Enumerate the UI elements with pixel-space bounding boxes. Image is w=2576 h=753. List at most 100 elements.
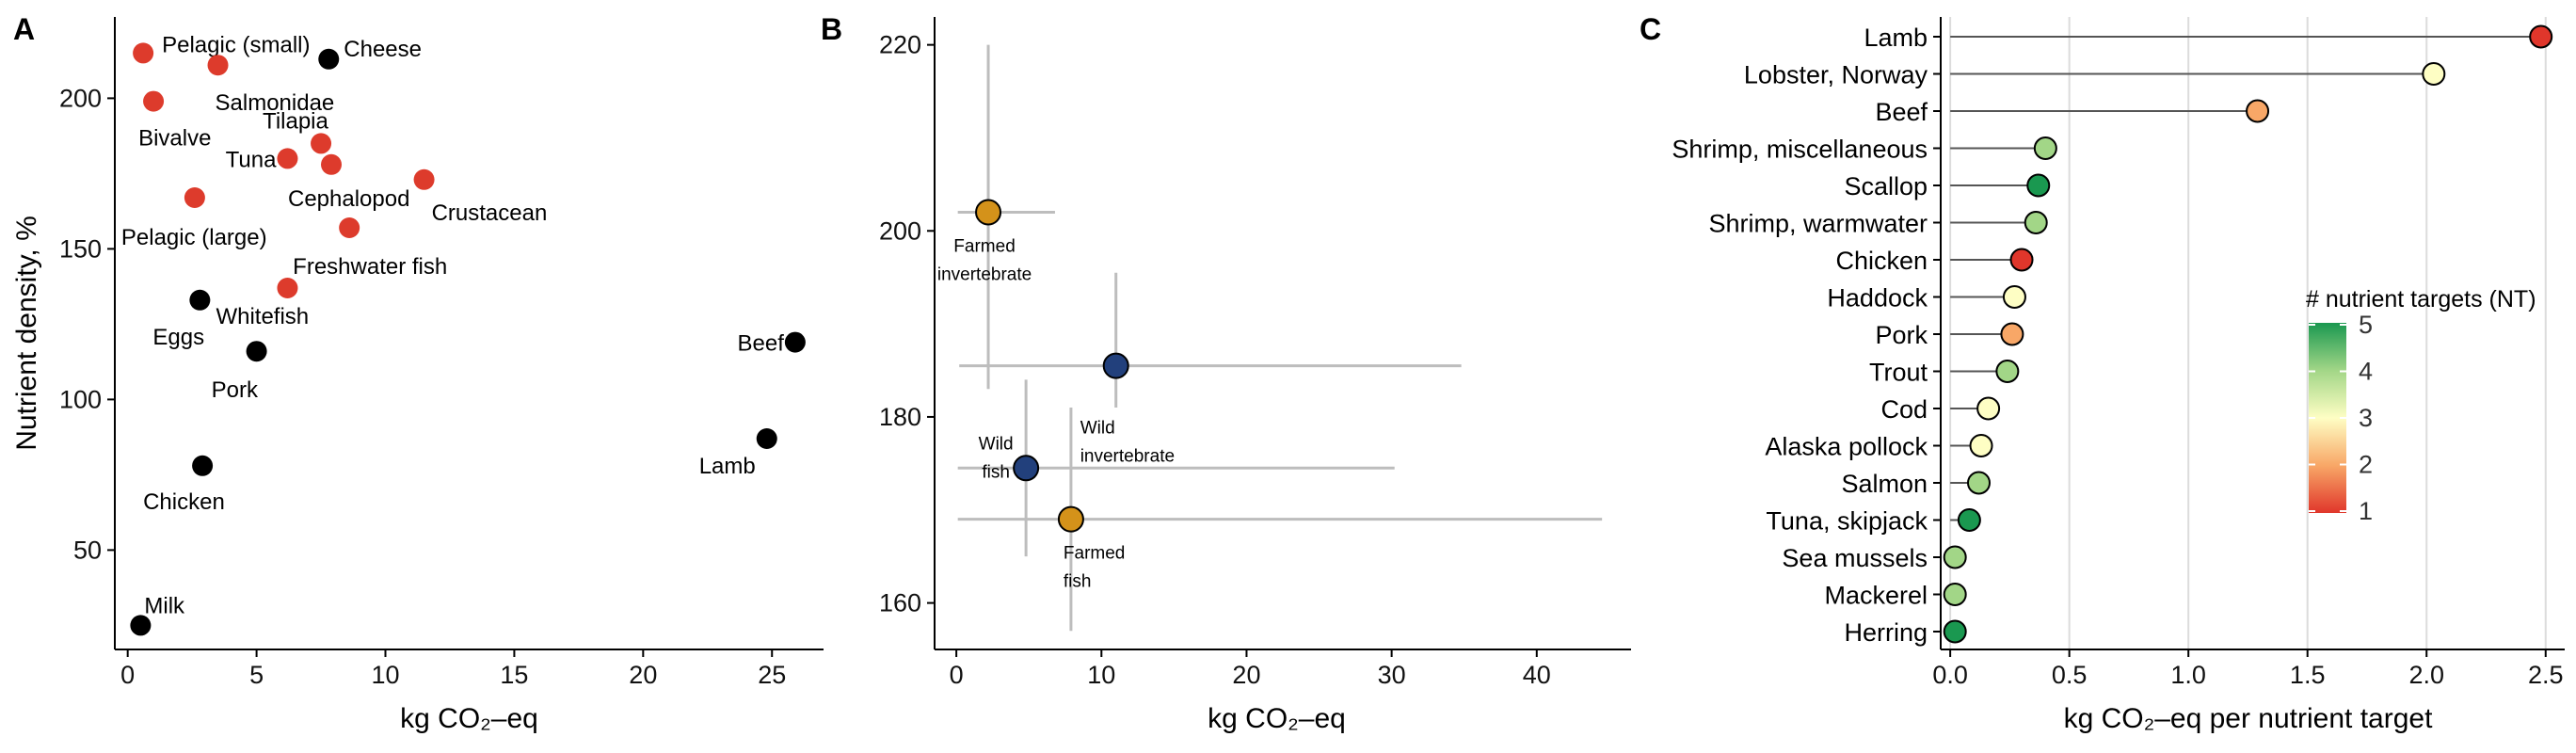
- category-label: Beef: [1875, 98, 1928, 126]
- data-point: [1013, 455, 1040, 482]
- point-label: Freshwater fish: [293, 254, 447, 280]
- lollipop-dot: [1957, 508, 1981, 532]
- point-label: Crustacean: [432, 200, 548, 226]
- data-point: [133, 42, 154, 64]
- legend-title: # nutrient targets (NT): [2306, 286, 2536, 312]
- x-tick-label: 10: [1087, 661, 1115, 689]
- panel-a: A 0 5 10 15 20 25 50 100 150 200 kg CO₂–eq Nutrient …: [11, 12, 824, 734]
- category-label: Scallop: [1844, 172, 1928, 200]
- x-tick-label: 0.5: [2052, 661, 2088, 689]
- x-tick-label: 0.0: [1932, 661, 1968, 689]
- lollipop-dot: [2422, 62, 2446, 86]
- point-label: Milk: [144, 593, 185, 618]
- data-point: [184, 187, 205, 208]
- point-label: Wild: [1080, 419, 1115, 439]
- x-tick-label: 2.5: [2528, 661, 2564, 689]
- category-label: Alaska pollock: [1765, 433, 1928, 461]
- category-label: Mackerel: [1824, 582, 1928, 610]
- point-label: Tilapia: [263, 108, 328, 134]
- lollipop-dot: [2009, 248, 2034, 272]
- legend-tick-label: 2: [2359, 451, 2373, 479]
- x-tick-label: 5: [249, 661, 264, 689]
- data-point: [321, 153, 343, 175]
- data-point: [189, 289, 211, 311]
- point-label: Pork: [212, 377, 259, 403]
- category-label: Tuna, skipjack: [1766, 507, 1928, 536]
- x-tick-label: 40: [1523, 661, 1551, 689]
- lollipop-dot: [2246, 99, 2270, 123]
- x-tick-label: 0: [120, 661, 135, 689]
- category-label: Sea mussels: [1782, 544, 1928, 572]
- category-label: Shrimp, warmwater: [1708, 210, 1928, 238]
- data-point: [246, 341, 267, 362]
- data-point: [311, 133, 332, 154]
- panel-label-b: B: [821, 12, 842, 46]
- legend-tick-label: 1: [2359, 497, 2373, 525]
- data-point: [277, 278, 298, 298]
- panel-b: B 0 10 20 30 40 160 180 200 220 kg CO₂–eq Farmed inv…: [821, 12, 1631, 734]
- x-tick-label: 10: [371, 661, 399, 689]
- data-point: [207, 55, 229, 76]
- x-tick-label: 2.0: [2408, 661, 2444, 689]
- y-tick-label: 180: [879, 403, 921, 431]
- point-label: Farmed: [953, 237, 1015, 257]
- data-point: [413, 168, 435, 190]
- x-axis-title: kg CO₂–eq: [400, 703, 538, 734]
- lollipop-dot: [1943, 545, 1967, 569]
- data-point: [1057, 505, 1084, 533]
- y-tick-label: 50: [73, 536, 102, 564]
- lollipop-dot: [1995, 360, 2020, 383]
- data-point: [318, 48, 340, 70]
- x-tick-label: 1.0: [2170, 661, 2206, 689]
- data-point: [339, 217, 360, 238]
- legend-tick-label: 3: [2359, 404, 2373, 432]
- point-label: Farmed: [1064, 544, 1125, 564]
- y-tick-label: 150: [59, 234, 102, 263]
- data-point: [975, 199, 1002, 226]
- data-point: [192, 455, 214, 476]
- point-label: Lamb: [699, 454, 756, 479]
- x-tick-label: 15: [500, 661, 528, 689]
- lollipop-dot: [1966, 471, 1991, 495]
- data-point: [143, 90, 165, 112]
- data-point: [756, 428, 777, 449]
- point-label: fish: [982, 462, 1010, 482]
- x-tick-label: 25: [758, 661, 786, 689]
- data-point: [277, 148, 298, 169]
- point-label: Wild: [979, 434, 1014, 454]
- lollipop-dot: [1969, 434, 1993, 457]
- x-axis-title: kg CO₂–eq: [1208, 703, 1346, 734]
- y-tick-label: 160: [879, 589, 921, 617]
- lollipop-dot: [2033, 136, 2057, 160]
- panel-label-a: A: [13, 12, 35, 46]
- lollipop-dot: [2529, 24, 2553, 49]
- point-label: Bivalve: [138, 126, 211, 152]
- point-label: Cephalopod: [288, 186, 409, 212]
- point-label: Pelagic (small): [162, 32, 310, 57]
- x-tick-label: 30: [1378, 661, 1406, 689]
- data-point: [1102, 352, 1129, 379]
- point-label: invertebrate: [937, 265, 1032, 285]
- lollipop-dot: [2002, 285, 2026, 309]
- category-label: Pork: [1875, 321, 1928, 349]
- x-tick-label: 0: [950, 661, 964, 689]
- data-point: [784, 331, 806, 353]
- point-label: Tuna: [226, 147, 277, 172]
- category-label: Herring: [1844, 618, 1928, 647]
- y-axis-title: Nutrient density, %: [11, 216, 42, 451]
- category-label: Chicken: [1835, 247, 1928, 275]
- point-label: Eggs: [152, 325, 204, 350]
- panel-c: C 0.0 0.5 1.0 1.5 2.0 2.5 kg CO₂–eq per nutrien…: [1640, 12, 2565, 734]
- y-tick-label: 200: [59, 84, 102, 112]
- y-tick-label: 200: [879, 216, 921, 245]
- x-tick-label: 1.5: [2290, 661, 2326, 689]
- category-label: Shrimp, miscellaneous: [1672, 136, 1928, 164]
- category-label: Salmon: [1841, 470, 1928, 498]
- lollipop-dot: [2000, 322, 2024, 346]
- legend-tick-label: 5: [2359, 311, 2373, 339]
- y-tick-label: 100: [59, 385, 102, 413]
- point-label: Cheese: [344, 37, 422, 62]
- legend-tick-label: 4: [2359, 358, 2373, 386]
- category-label: Trout: [1869, 359, 1928, 387]
- point-label: Chicken: [143, 489, 225, 515]
